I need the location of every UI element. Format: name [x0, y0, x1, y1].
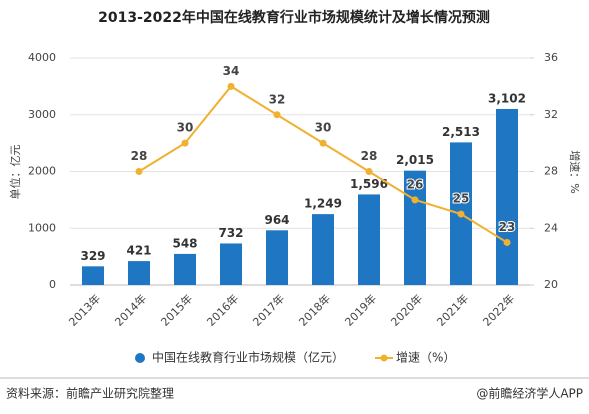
bar	[496, 108, 518, 285]
bar	[174, 253, 196, 285]
bar-value-label: 964	[264, 213, 289, 227]
x-tick-label: 2022年	[480, 291, 517, 328]
y-tick-label: 0	[49, 278, 56, 291]
bar-value-label: 732	[218, 226, 243, 240]
line-value-label: 23	[499, 220, 516, 234]
y2-tick-label: 20	[544, 278, 558, 291]
chart-title: 2013-2022年中国在线教育行业市场规模统计及增长情况预测	[98, 9, 490, 26]
line-point	[273, 111, 281, 119]
line-point	[319, 139, 327, 147]
x-tick-label: 2016年	[204, 291, 241, 328]
bar-value-label: 548	[172, 236, 197, 250]
y2-tick-label: 24	[544, 221, 558, 234]
source-note: 资料来源：前瞻产业研究院整理	[6, 386, 174, 401]
x-tick-label: 2018年	[296, 291, 333, 328]
bar	[266, 230, 288, 285]
bar-value-label: 2,513	[442, 125, 480, 139]
line-value-label: 28	[361, 149, 378, 163]
y-tick-label: 1000	[28, 221, 56, 234]
line-point	[457, 210, 465, 218]
y2-tick-label: 32	[544, 108, 558, 121]
legend-swatch	[135, 353, 145, 363]
x-tick-label: 2019年	[342, 291, 379, 328]
brand: @前瞻经济学人APP	[476, 386, 583, 401]
line-value-label: 30	[315, 121, 332, 135]
bar-value-label: 3,102	[488, 91, 526, 105]
x-tick-label: 2014年	[112, 291, 149, 328]
x-tick-label: 2015年	[158, 291, 195, 328]
y2-axis-label: 增速：%	[568, 150, 582, 193]
y-axis-label: 单位：亿元	[8, 145, 22, 200]
x-tick-label: 2020年	[388, 291, 425, 328]
y2-tick-label: 36	[544, 51, 558, 64]
y-tick-label: 2000	[28, 165, 56, 178]
line-value-label: 25	[453, 192, 470, 206]
line-value-label: 26	[407, 177, 424, 191]
line-point	[411, 196, 419, 204]
bar-value-label: 329	[80, 249, 105, 263]
line-value-label: 30	[177, 121, 194, 135]
bar-value-label: 421	[126, 244, 151, 258]
bar	[128, 261, 150, 285]
x-tick-label: 2021年	[434, 291, 471, 328]
bar	[220, 243, 242, 285]
legend-label: 增速（%）	[396, 351, 455, 365]
y2-tick-label: 28	[544, 165, 558, 178]
line-point	[365, 168, 373, 175]
y-tick-label: 4000	[28, 51, 56, 64]
bar-value-label: 2,015	[396, 153, 434, 167]
line-value-label: 28	[131, 149, 148, 163]
bar	[312, 214, 334, 285]
bar	[358, 194, 380, 285]
bar	[404, 170, 426, 285]
legend-label: 中国在线教育行业市场规模（亿元）	[152, 350, 344, 365]
line-point	[227, 82, 235, 90]
line-value-label: 32	[269, 92, 286, 106]
bar-value-label: 1,249	[304, 197, 342, 211]
y-tick-label: 3000	[28, 108, 56, 121]
line-point	[135, 168, 143, 175]
bar	[82, 266, 104, 285]
bar-value-label: 1,596	[350, 177, 388, 191]
x-tick-label: 2017年	[250, 291, 287, 328]
line-point	[181, 139, 189, 147]
x-tick-label: 2013年	[66, 291, 103, 328]
legend-swatch	[380, 354, 388, 362]
line-value-label: 34	[223, 64, 240, 78]
line-point	[503, 238, 511, 246]
